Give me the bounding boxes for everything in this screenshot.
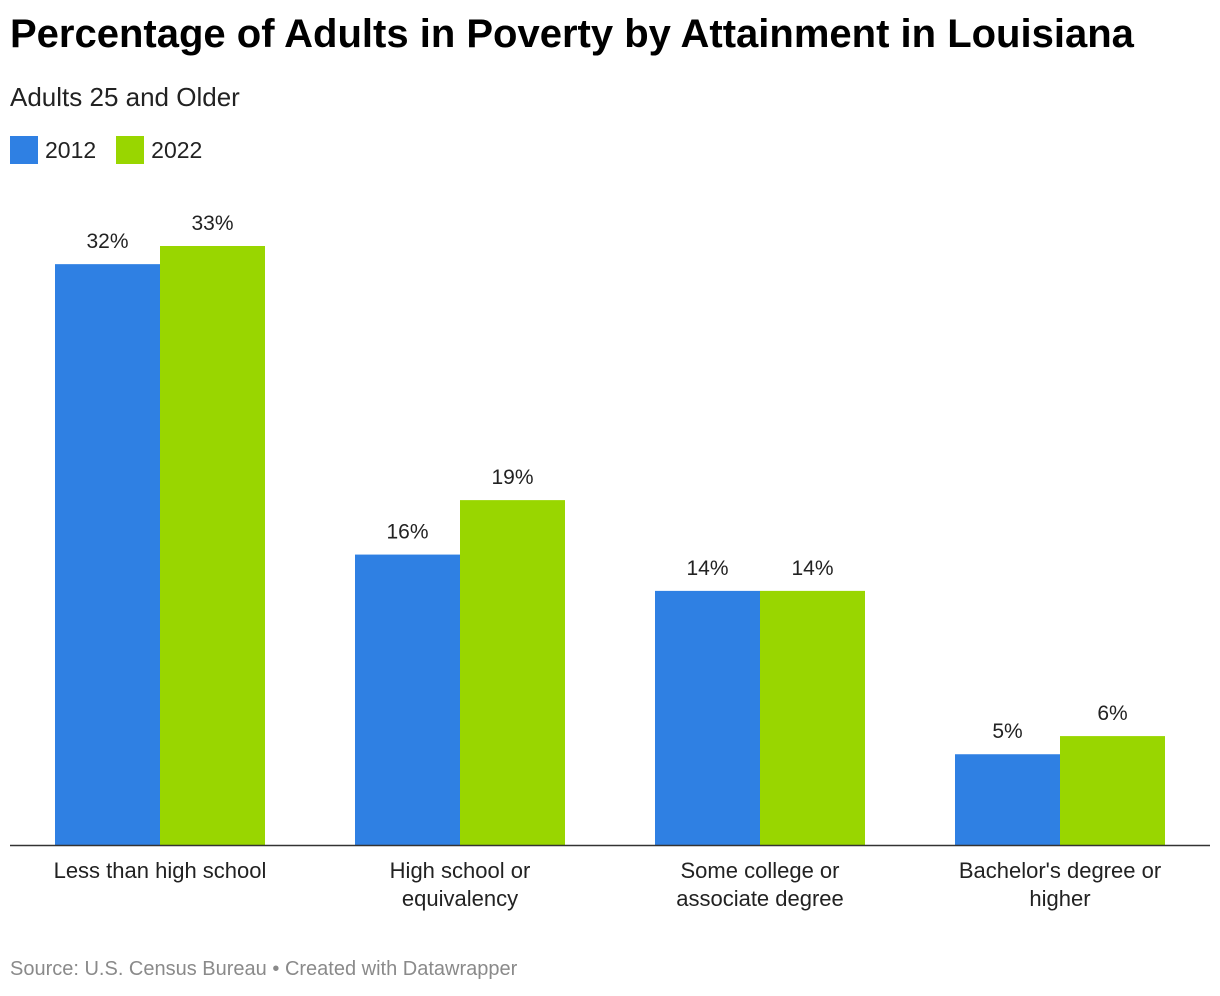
footer-separator: • [272,958,280,980]
legend: 2012 2022 [10,136,222,164]
chart-subtitle: Adults 25 and Older [10,82,240,112]
bar-2022-3 [760,590,865,845]
category-label-4: Bachelor's degree or higher [959,858,1161,911]
category-label-3: Some college or associate degree [676,858,844,911]
legend-swatch-2022 [116,136,145,164]
legend-label-2022: 2022 [151,136,203,163]
data-label-2022-1: 33% [191,212,233,235]
bar-2012-3 [655,590,760,845]
bar-2012-4 [955,754,1060,845]
legend-label-2012: 2012 [45,136,97,163]
chart-title: Percentage of Adults in Poverty by Attai… [10,12,1134,56]
footer: Source: U.S. Census Bureau • Created wit… [10,958,517,981]
data-label-2012-2: 16% [386,521,428,544]
bar-2022-4 [1060,736,1165,845]
bar-2012-2 [355,554,460,845]
legend-item-2022: 2022 [116,136,202,164]
bar-2022-2 [460,500,565,845]
bar-2012-1 [55,264,160,846]
category-label-2: High school or equivalency [390,858,531,911]
data-label-2022-2: 19% [491,466,533,489]
data-label-2012-4: 5% [992,720,1022,743]
data-label-2012-1: 32% [86,230,128,253]
category-label-1: Less than high school [54,858,267,883]
source-note: Source: U.S. Census Bureau [10,958,267,980]
legend-swatch-2012 [10,136,38,164]
data-label-2012-3: 14% [686,557,728,580]
legend-item-2012: 2012 [10,136,96,164]
bar-chart: 32% 33% Less than high school 16% 19% High sc… [10,212,1210,911]
data-label-2022-3: 14% [791,557,833,580]
data-label-2022-4: 6% [1097,702,1127,725]
bar-2022-1 [160,246,265,845]
credit-note: Created with Datawrapper [284,958,518,980]
